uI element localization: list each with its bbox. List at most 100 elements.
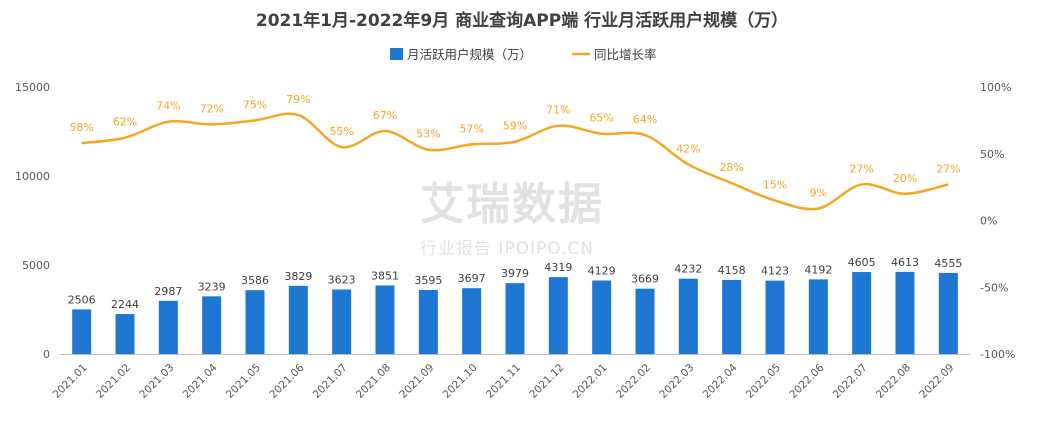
bar [678,278,698,354]
x-tick-label: 2021.09 [397,362,436,401]
bar-value-label: 4605 [848,256,876,269]
bar-value-label: 3623 [328,274,356,287]
line-value-label: 27% [849,162,873,175]
right-tick-label: -100% [980,348,1015,361]
bar [158,300,178,354]
x-tick-label: 2022.01 [571,362,610,401]
bar-series [72,271,958,354]
x-tick-label: 2022.05 [744,362,783,401]
x-tick-label: 2021.05 [224,362,263,401]
bar [505,283,525,354]
bar-labels: 2506 2244 2987 3239 3586 3829 3623 3851 3595 3697… [68,256,963,311]
bar [895,271,915,354]
right-tick-label: -50% [980,281,1008,294]
bar-value-label: 4555 [934,257,962,270]
line-labels: 58% 62% 74% 72% 75% 79% 55% 67% 53% 57% 59% 71% 65% 6… [69,93,960,199]
line-value-label: 64% [633,113,657,126]
left-tick-label: 5000 [22,259,50,272]
line-value-label: 71% [546,104,570,117]
bar [245,290,265,354]
bar-value-label: 3979 [501,267,529,280]
bar-value-label: 2244 [111,298,139,311]
bar [332,289,352,354]
left-tick-label: 15000 [15,81,50,94]
line-value-label: 65% [589,112,613,125]
bar-value-label: 4232 [674,263,702,276]
bar [115,314,135,354]
bar [852,272,872,354]
line-value-label: 72% [199,102,223,115]
line-value-label: 42% [676,142,700,155]
bar-value-label: 3697 [458,272,486,285]
right-axis: -100% -50% 0% 50% 100% [980,81,1015,361]
line-value-label: 15% [763,178,787,191]
left-tick-label: 10000 [15,170,50,183]
line-value-label: 67% [373,109,397,122]
x-tick-label: 2022.02 [614,362,653,401]
x-tick-label: 2021.11 [484,362,523,401]
x-tick-label: 2022.07 [831,362,870,401]
bar-value-label: 3851 [371,269,399,282]
line-value-label: 53% [416,128,440,141]
bar-value-label: 4158 [718,264,746,277]
right-tick-label: 0% [980,215,997,228]
line-value-label: 27% [936,162,960,175]
line-value-label: 55% [329,125,353,138]
bar [548,277,568,354]
line-value-label: 58% [69,121,93,134]
x-tick-label: 2021.07 [311,362,350,401]
bar-value-label: 4129 [588,265,616,278]
bar [938,272,958,354]
legend-label-line: 同比增长率 [594,47,657,62]
bar [808,279,828,354]
x-tick-label: 2022.09 [917,362,956,401]
watermark: 艾瑞数据 行业报告 IPOIPO.CN [420,168,604,259]
x-tick-label: 2022.06 [787,361,826,400]
legend-swatch-bars [390,48,403,60]
line-value-label: 75% [243,98,267,111]
x-axis: 2021.01 2021.02 2021.03 2021.04 2021.05 2021.… [51,354,970,401]
line-value-label: 74% [156,100,180,113]
x-tick-label: 2021.06 [267,361,306,400]
bar-value-label: 3669 [631,273,659,286]
line-series [81,112,949,211]
x-tick-label: 2021.12 [527,362,566,401]
x-tick-label: 2021.01 [51,362,90,401]
right-tick-label: 50% [980,148,1004,161]
bar [418,290,438,354]
line-value-label: 59% [503,120,527,133]
bar-value-label: 3595 [414,274,442,287]
bar [288,285,308,354]
line-value-label: 28% [719,161,743,174]
bar-value-label: 2506 [68,293,96,306]
bar [375,285,395,354]
line-value-label: 62% [113,116,137,129]
growth-rate-line [81,112,949,211]
x-tick-label: 2021.04 [181,361,220,400]
bar [765,280,785,354]
left-axis: 0 5000 10000 15000 [15,81,50,361]
bar [592,280,612,354]
chart-title: 2021年1月-2022年9月 商业查询APP端 行业月活跃用户规模（万） [255,11,789,31]
bar [72,309,92,354]
x-tick-label: 2022.03 [657,362,696,401]
bar-value-label: 3829 [284,270,312,283]
x-tick-label: 2021.03 [137,362,176,401]
line-value-label: 9% [810,186,827,199]
watermark-main: 艾瑞数据 [420,179,604,230]
x-tick-label: 2021.10 [441,362,480,401]
x-tick-label: 2022.08 [874,362,913,401]
line-value-label: 57% [459,122,483,135]
bar [462,288,482,354]
bar [722,279,742,354]
line-value-label: 20% [893,172,917,185]
legend-label-bars: 月活跃用户规模（万） [407,47,532,62]
x-tick-label: 2021.08 [354,362,393,401]
x-tick-label: 2021.02 [94,362,133,401]
bar-value-label: 4192 [804,263,832,276]
bar-value-label: 4613 [891,256,919,269]
legend: 月活跃用户规模（万） 同比增长率 [390,47,657,62]
bar-value-label: 4319 [544,261,572,274]
